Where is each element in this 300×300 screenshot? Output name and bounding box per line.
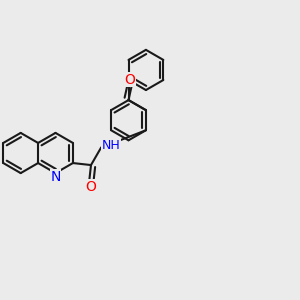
Text: NH: NH [102, 139, 120, 152]
Text: N: N [50, 170, 61, 184]
Text: O: O [124, 73, 135, 87]
Text: O: O [85, 180, 96, 194]
